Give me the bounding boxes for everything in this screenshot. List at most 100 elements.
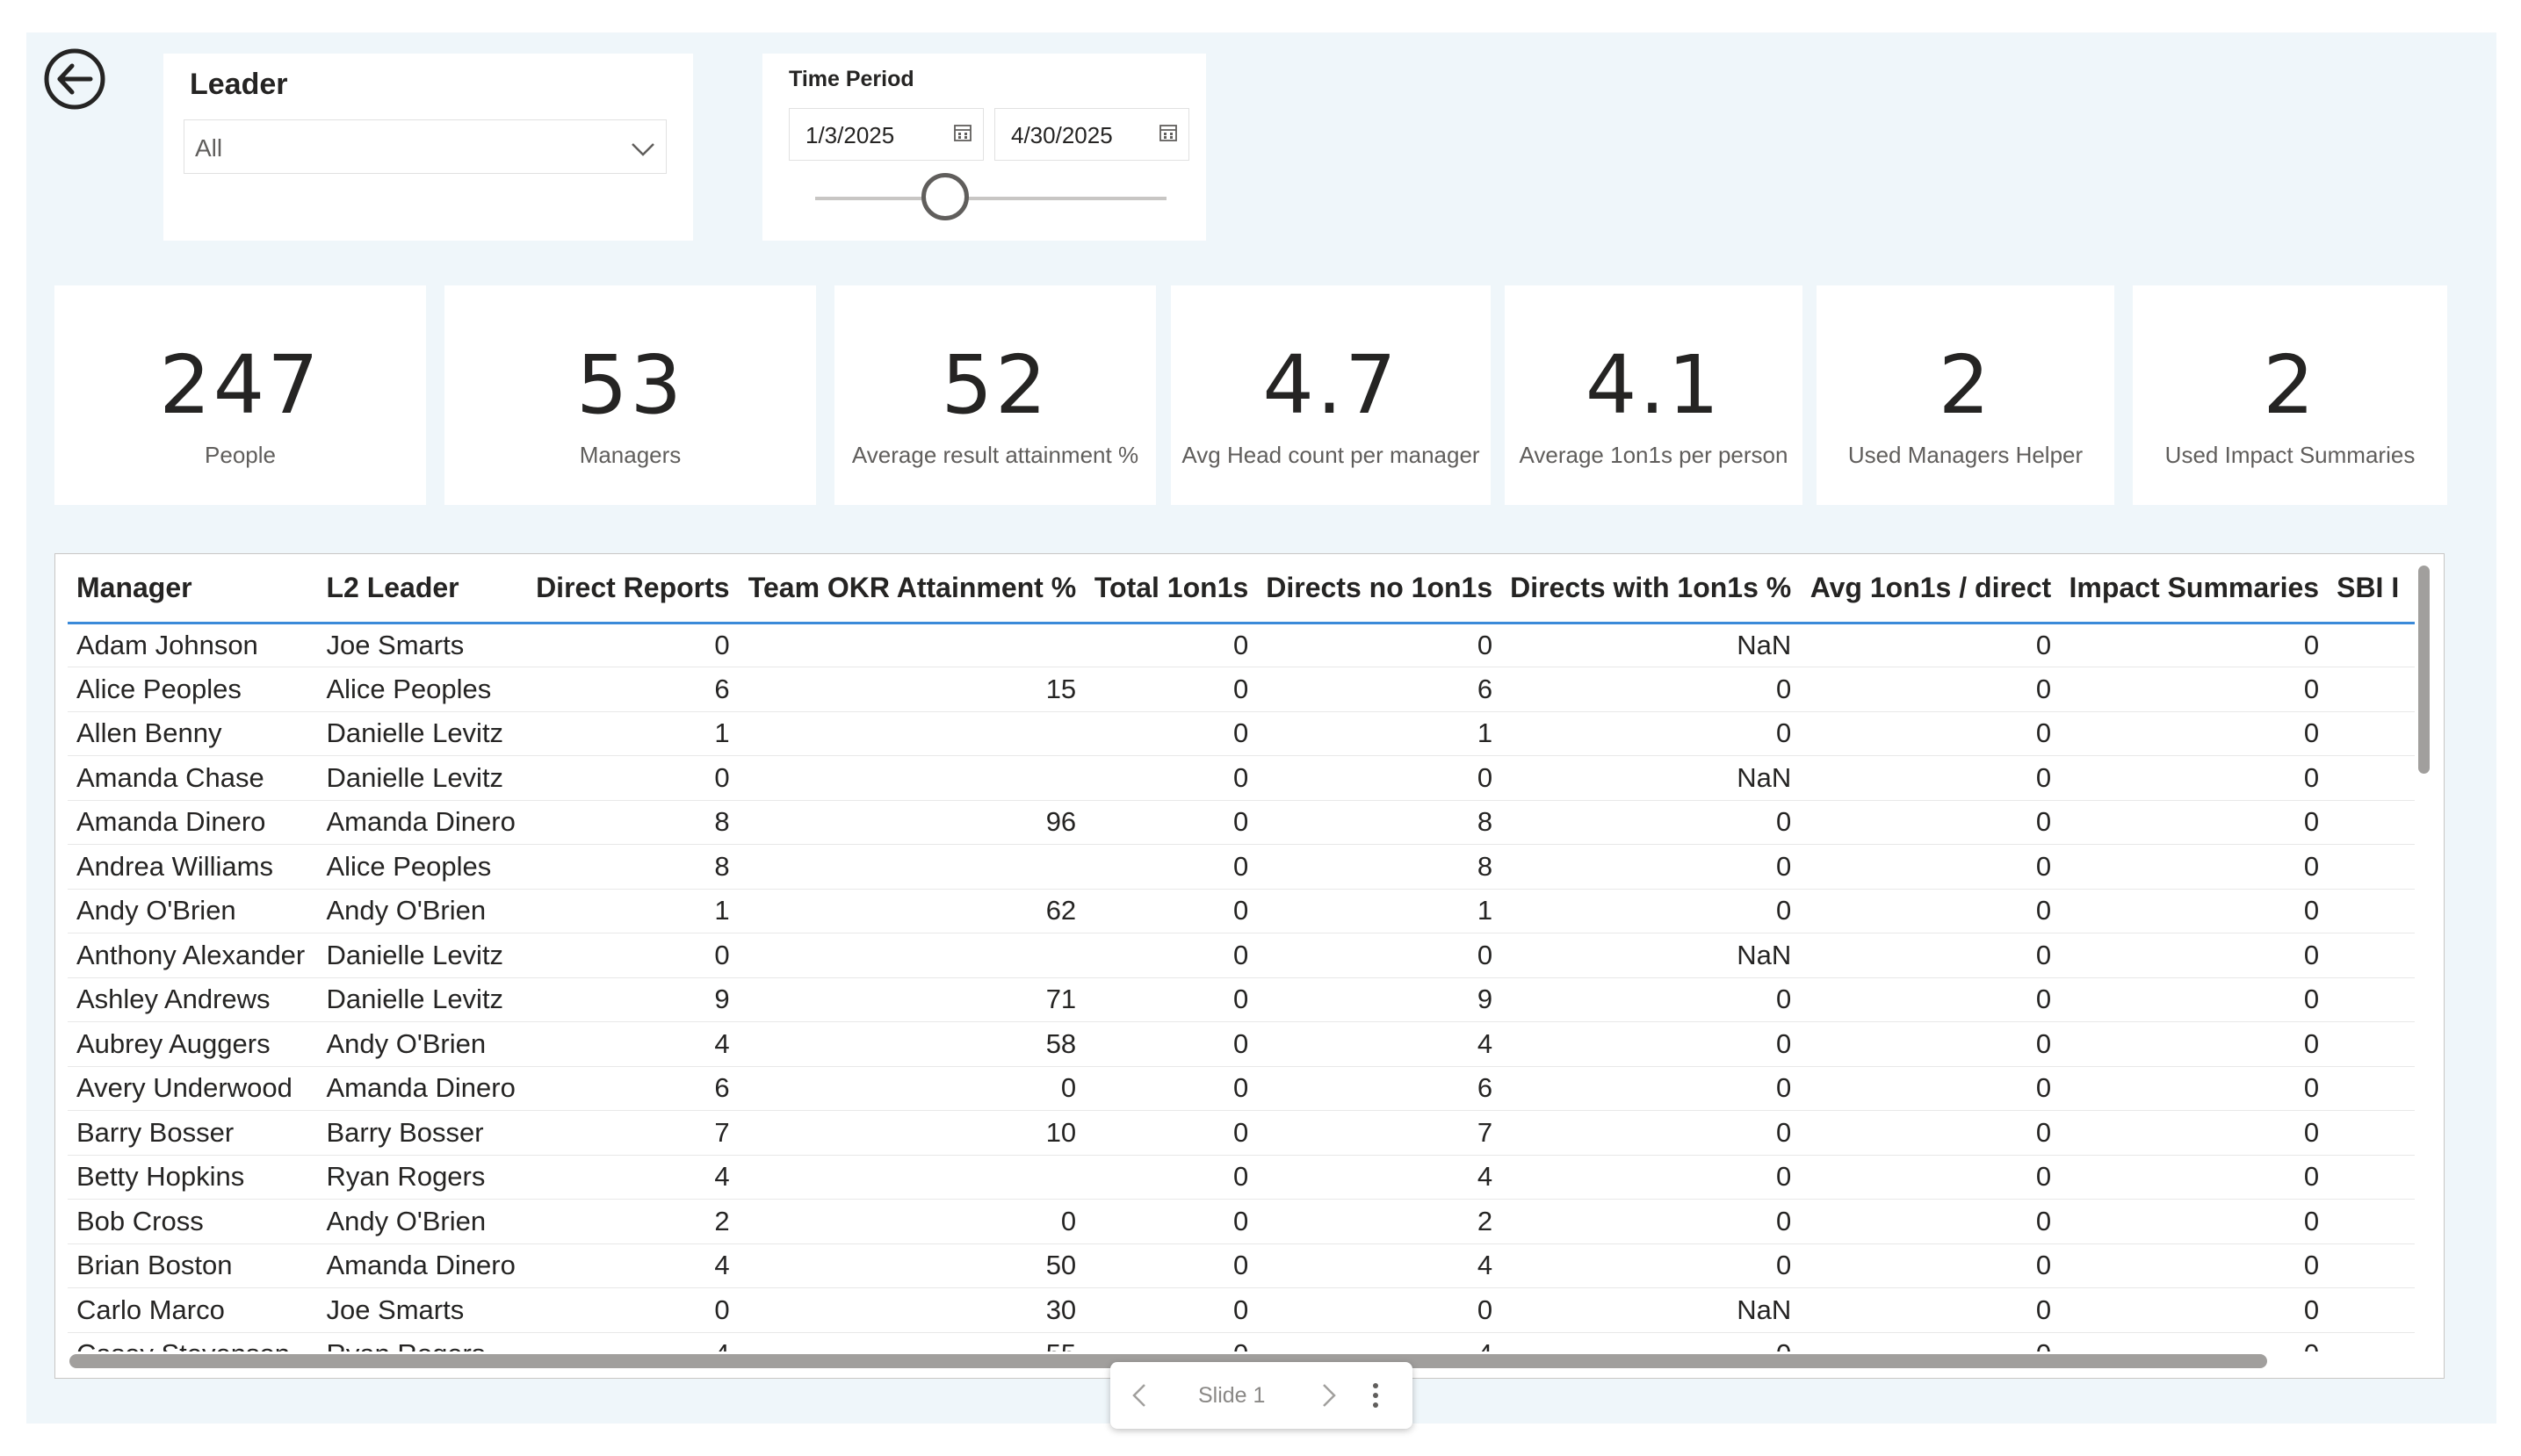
- table-cell: Danielle Levitz: [317, 755, 527, 801]
- column-header[interactable]: Manager: [68, 554, 318, 624]
- table-row[interactable]: Adam Johnson Joe Smarts 0 0 0 NaN 0 0: [68, 623, 2415, 667]
- table-cell: Andy O'Brien: [317, 1199, 527, 1244]
- chevron-left-icon[interactable]: [1126, 1381, 1154, 1409]
- table-row[interactable]: Barry Bosser Barry Bosser 7 10 0 7 0 0 0: [68, 1110, 2415, 1156]
- table-cell: [2328, 1332, 2415, 1351]
- table-row[interactable]: Amanda Chase Danielle Levitz 0 0 0 NaN 0 0: [68, 755, 2415, 801]
- table-cell: 0: [1085, 1287, 1258, 1333]
- table-row[interactable]: Betty Hopkins Ryan Rogers 4 0 4 0 0 0: [68, 1155, 2415, 1200]
- table-cell: 4: [526, 1332, 739, 1351]
- table-cell: 6: [1257, 1066, 1502, 1111]
- table-row[interactable]: Amanda Dinero Amanda Dinero 8 96 0 8 0 0 0: [68, 800, 2415, 845]
- table-row[interactable]: Ashley Andrews Danielle Levitz 9 71 0 9 0 0 0: [68, 977, 2415, 1022]
- column-header[interactable]: L2 Leader: [317, 554, 527, 624]
- table-row[interactable]: Brian Boston Amanda Dinero 4 50 0 4 0 0 0: [68, 1243, 2415, 1288]
- column-header[interactable]: Team OKR Attainment %: [738, 554, 1086, 624]
- table-cell: 0: [1085, 1155, 1258, 1200]
- table-cell: 0: [1257, 1287, 1502, 1333]
- table-cell: 58: [738, 1021, 1086, 1067]
- table-cell: 0: [1501, 977, 1801, 1022]
- table-cell: 1: [526, 889, 739, 933]
- table-cell: [738, 1155, 1086, 1200]
- table-cell: 0: [738, 1199, 1086, 1244]
- table-cell: 0: [1085, 1332, 1258, 1351]
- column-header[interactable]: Impact Summaries: [2060, 554, 2329, 624]
- table-cell: 0: [1085, 667, 1258, 712]
- table-cell: 4: [1257, 1021, 1502, 1067]
- table-row[interactable]: Aubrey Auggers Andy O'Brien 4 58 0 4 0 0 0: [68, 1021, 2415, 1067]
- table-cell: 0: [2060, 755, 2329, 801]
- start-date-value: 1/3/2025: [805, 122, 895, 148]
- table-cell: 0: [2060, 1110, 2329, 1156]
- calendar-icon[interactable]: [951, 121, 974, 144]
- table-cell: 0: [2060, 1199, 2329, 1244]
- table-cell: Anthony Alexander: [68, 933, 318, 978]
- table-row[interactable]: Avery Underwood Amanda Dinero 6 0 0 6 0 0 0: [68, 1066, 2415, 1111]
- table-row[interactable]: Andy O'Brien Andy O'Brien 1 62 0 1 0 0 0: [68, 889, 2415, 933]
- table-row[interactable]: Allen Benny Danielle Levitz 1 0 1 0 0 0: [68, 711, 2415, 756]
- table-cell: [738, 933, 1086, 978]
- table-cell: 0: [1800, 800, 2061, 845]
- column-header[interactable]: Avg 1on1s / direct: [1800, 554, 2061, 624]
- table-cell: 4: [1257, 1243, 1502, 1288]
- table-cell: 9: [1257, 977, 1502, 1022]
- table-cell: 0: [1800, 1199, 2061, 1244]
- table-cell: [738, 755, 1086, 801]
- back-button[interactable]: [42, 47, 107, 112]
- table-cell: Ryan Rogers: [317, 1332, 527, 1351]
- table-cell: 0: [1800, 711, 2061, 756]
- table-cell: 0: [738, 1066, 1086, 1111]
- table-cell: Amanda Dinero: [317, 800, 527, 845]
- table-cell: 0: [1800, 1155, 2061, 1200]
- table-cell: Amanda Dinero: [68, 800, 318, 845]
- table-cell: 0: [526, 1287, 739, 1333]
- table-cell: Andy O'Brien: [317, 889, 527, 933]
- table-cell: 0: [1501, 1332, 1801, 1351]
- table-cell: 0: [2060, 933, 2329, 978]
- table-cell: 1: [1257, 711, 1502, 756]
- table-cell: 0: [1085, 1066, 1258, 1111]
- leader-dropdown[interactable]: All: [184, 119, 667, 174]
- column-header[interactable]: Direct Reports: [526, 554, 739, 624]
- table-cell: 6: [1257, 667, 1502, 712]
- date-range-slider-handle[interactable]: [921, 173, 969, 220]
- column-header[interactable]: SBI I: [2328, 554, 2415, 624]
- table-cell: [2328, 1287, 2415, 1333]
- column-header[interactable]: Directs no 1on1s: [1257, 554, 1502, 624]
- table-cell: 0: [2060, 977, 2329, 1022]
- horizontal-scrollbar[interactable]: [69, 1354, 2267, 1368]
- table-cell: [2328, 933, 2415, 978]
- table-cell: 0: [1501, 1110, 1801, 1156]
- kpi-card-1on1s: 4.1 Average 1on1s per person: [1505, 285, 1802, 505]
- table-cell: 0: [1501, 844, 1801, 890]
- table-row[interactable]: Anthony Alexander Danielle Levitz 0 0 0 NaN 0 0: [68, 933, 2415, 978]
- more-options-icon[interactable]: [1367, 1380, 1384, 1411]
- vertical-scrollbar[interactable]: [2418, 566, 2430, 774]
- kpi-value: 247: [159, 338, 321, 432]
- table-cell: 0: [2060, 1021, 2329, 1067]
- slide-navigator: Slide 1: [1110, 1362, 1412, 1429]
- table-cell: Betty Hopkins: [68, 1155, 318, 1200]
- table-cell: 0: [2060, 800, 2329, 845]
- table-row[interactable]: Casey StevensonRyan Rogers45504000: [68, 1332, 2415, 1351]
- table-cell: 8: [526, 844, 739, 890]
- table-row[interactable]: Carlo Marco Joe Smarts 0 30 0 0 NaN 0 0: [68, 1287, 2415, 1333]
- table-cell: 4: [526, 1021, 739, 1067]
- calendar-icon[interactable]: [1157, 121, 1180, 144]
- column-header[interactable]: Total 1on1s: [1085, 554, 1258, 624]
- date-range-slider-track[interactable]: [815, 197, 1167, 200]
- table-row[interactable]: Andrea Williams Alice Peoples 8 0 8 0 0 0: [68, 844, 2415, 890]
- chevron-right-icon[interactable]: [1314, 1381, 1342, 1409]
- column-header[interactable]: Directs with 1on1s %: [1501, 554, 1801, 624]
- kpi-card-result-attainment: 52 Average result attainment %: [834, 285, 1156, 505]
- end-date-input[interactable]: 4/30/2025: [994, 108, 1189, 161]
- table-cell: 0: [1085, 755, 1258, 801]
- table-cell: Andrea Williams: [68, 844, 318, 890]
- start-date-input[interactable]: 1/3/2025: [789, 108, 984, 161]
- table-cell: [2328, 844, 2415, 890]
- table-cell: 0: [1501, 1021, 1801, 1067]
- table-row[interactable]: Alice Peoples Alice Peoples 6 15 0 6 0 0 0: [68, 667, 2415, 712]
- table-row[interactable]: Bob Cross Andy O'Brien 2 0 0 2 0 0 0: [68, 1199, 2415, 1244]
- table-cell: Danielle Levitz: [317, 711, 527, 756]
- table-cell: 4: [526, 1155, 739, 1200]
